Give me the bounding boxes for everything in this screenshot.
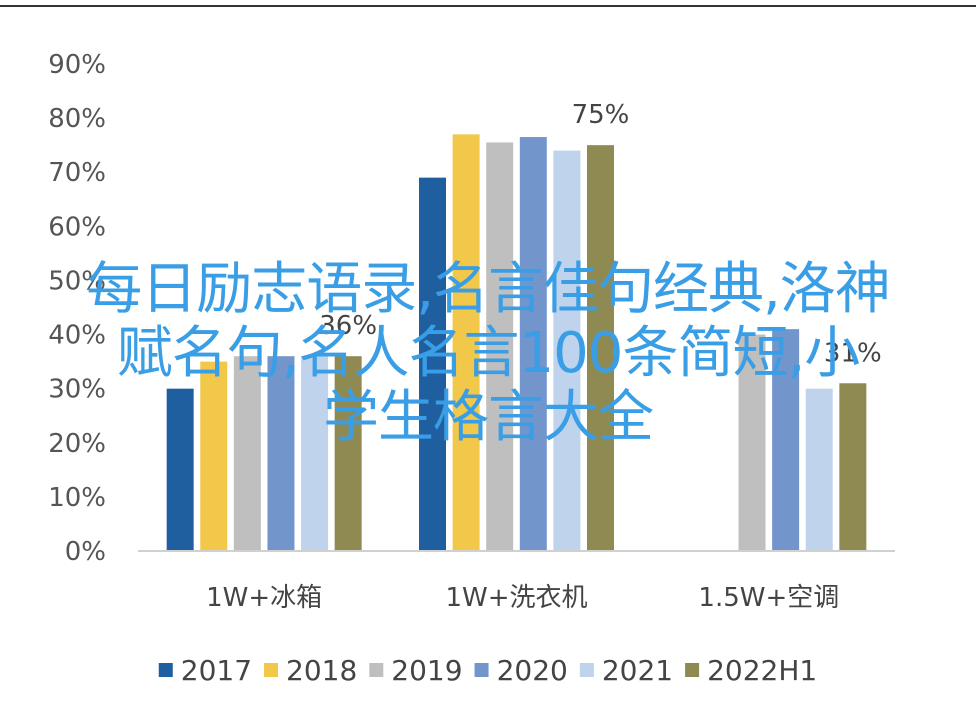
legend-label-2021: 2021 xyxy=(602,654,673,687)
bar-2022H1-2 xyxy=(839,383,867,551)
y-tick-label: 80% xyxy=(48,104,106,134)
legend-swatch-2018 xyxy=(264,663,279,677)
bar-2021-2 xyxy=(805,388,833,551)
legend-swatch-2017 xyxy=(158,663,173,677)
legend-label-2022H1: 2022H1 xyxy=(707,654,817,687)
x-category-label: 1W+冰箱 xyxy=(206,583,322,613)
bar-2020-1 xyxy=(519,137,547,552)
x-category-label: 1.5W+空调 xyxy=(698,583,839,613)
y-tick-label: 20% xyxy=(48,429,106,459)
legend-swatch-2020 xyxy=(474,663,489,677)
bar-2020-0 xyxy=(267,356,295,551)
bar-2021-0 xyxy=(301,356,329,551)
y-tick-label: 60% xyxy=(48,212,106,242)
y-tick-label: 0% xyxy=(65,537,106,567)
overlay-line-3: 学生格言大全 xyxy=(323,385,654,450)
bar-2018-0 xyxy=(200,361,228,551)
legend-label-2019: 2019 xyxy=(391,654,462,687)
data-labels: 36% 75% 31% xyxy=(319,100,881,368)
y-tick-label: 10% xyxy=(48,483,106,513)
overlay-line-1: 每日励志语录,名言佳句经典,洛神 xyxy=(86,257,891,322)
y-tick-label: 30% xyxy=(48,375,106,405)
bars-group xyxy=(166,134,867,552)
legend-swatch-2019 xyxy=(369,663,384,677)
legend: 2017 2018 2019 2020 2021 2022H1 xyxy=(158,654,817,687)
legend-label-2020: 2020 xyxy=(497,654,568,687)
bar-2019-1 xyxy=(486,142,514,551)
y-tick-label: 70% xyxy=(48,158,106,188)
watermark-overlay-text: 每日励志语录,名言佳句经典,洛神 赋名句,名人名言100条简短,小 学生格言大全 xyxy=(0,258,976,450)
bar-2018-1 xyxy=(452,134,480,551)
data-label: 31% xyxy=(824,338,882,368)
bar-2019-2 xyxy=(738,334,766,551)
bar-2017-1 xyxy=(419,177,446,551)
legend-swatch-2021 xyxy=(579,663,594,677)
x-category-label: 1W+洗衣机 xyxy=(445,583,587,613)
legend-swatch-2022H1 xyxy=(685,663,700,677)
overlay-line-2: 赋名句,名人名言100条简短,小 xyxy=(116,321,861,386)
bar-2019-0 xyxy=(233,356,261,551)
x-axis-category-labels: 1W+冰箱 1W+洗衣机 1.5W+空调 xyxy=(206,583,839,613)
legend-label-2017: 2017 xyxy=(181,654,252,687)
legend-label-2018: 2018 xyxy=(286,654,357,687)
bar-2022H1-1 xyxy=(587,145,614,551)
y-tick-label: 90% xyxy=(48,50,106,80)
bar-2021-1 xyxy=(553,150,581,552)
bar-2020-2 xyxy=(772,329,800,551)
bar-2017-0 xyxy=(166,388,194,551)
y-axis-tick-labels: 0% 10% 20% 30% 40% 50% 60% 70% 80% 90% xyxy=(48,50,106,567)
bar-2022H1-0 xyxy=(334,356,362,551)
y-tick-label: 40% xyxy=(48,321,106,351)
y-tick-label: 50% xyxy=(48,266,106,296)
data-label: 75% xyxy=(572,100,630,130)
data-label: 36% xyxy=(319,311,377,341)
